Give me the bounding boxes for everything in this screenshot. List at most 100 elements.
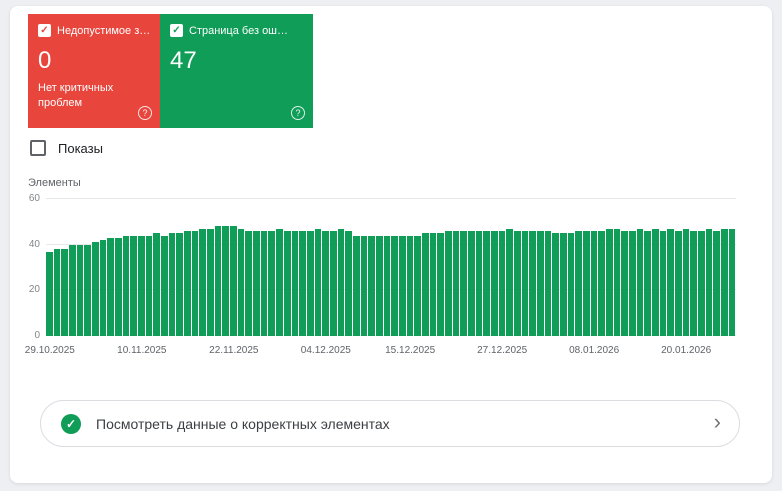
bar[interactable] <box>230 226 237 336</box>
bar[interactable] <box>161 235 168 336</box>
bar[interactable] <box>652 228 659 336</box>
bar[interactable] <box>337 228 345 336</box>
bar[interactable] <box>375 235 383 336</box>
bar[interactable] <box>383 235 391 336</box>
bar[interactable] <box>467 230 475 336</box>
bar[interactable] <box>276 228 283 336</box>
bar[interactable] <box>583 230 590 336</box>
bar[interactable] <box>529 230 536 336</box>
bar[interactable] <box>84 244 92 336</box>
bar[interactable] <box>145 235 153 336</box>
bar[interactable] <box>107 237 115 336</box>
help-icon[interactable]: ? <box>291 106 305 120</box>
bar[interactable] <box>345 230 352 336</box>
valid-status-card[interactable]: ✓ Страница без ош… 47 ? <box>160 14 313 128</box>
bar[interactable] <box>61 249 69 336</box>
valid-check-icon: ✓ <box>61 413 81 434</box>
bar[interactable] <box>253 230 260 336</box>
impressions-checkbox[interactable] <box>30 140 46 156</box>
bar[interactable] <box>690 230 698 336</box>
bar[interactable] <box>629 230 636 336</box>
bar[interactable] <box>590 230 598 336</box>
bar[interactable] <box>437 233 444 336</box>
bar[interactable] <box>76 244 84 336</box>
bar[interactable] <box>214 226 222 336</box>
bar[interactable] <box>567 233 575 336</box>
bar[interactable] <box>368 235 375 336</box>
bar[interactable] <box>728 228 736 336</box>
bar[interactable] <box>168 233 176 336</box>
bar[interactable] <box>636 228 644 336</box>
bar[interactable] <box>452 230 460 336</box>
bar[interactable] <box>199 228 207 336</box>
bar[interactable] <box>667 228 675 336</box>
bar[interactable] <box>460 230 467 336</box>
bar[interactable] <box>207 228 214 336</box>
bar[interactable] <box>506 228 513 336</box>
bar[interactable] <box>138 235 145 336</box>
bar[interactable] <box>598 230 606 336</box>
bar[interactable] <box>429 233 437 336</box>
bar[interactable] <box>360 235 368 336</box>
bar[interactable] <box>644 230 652 336</box>
bar[interactable] <box>291 230 299 336</box>
bar[interactable] <box>675 230 682 336</box>
bar[interactable] <box>115 237 122 336</box>
bar[interactable] <box>682 228 690 336</box>
bar[interactable] <box>414 235 421 336</box>
bar[interactable] <box>521 230 529 336</box>
bar[interactable] <box>329 230 337 336</box>
bar[interactable] <box>237 228 245 336</box>
bar[interactable] <box>69 244 76 336</box>
bar[interactable] <box>53 249 61 336</box>
bar[interactable] <box>406 235 414 336</box>
bar[interactable] <box>184 230 191 336</box>
bar[interactable] <box>513 230 521 336</box>
bar[interactable] <box>498 230 506 336</box>
bar[interactable] <box>260 230 268 336</box>
bar[interactable] <box>537 230 544 336</box>
help-icon[interactable]: ? <box>138 106 152 120</box>
bar[interactable] <box>544 230 552 336</box>
bar[interactable] <box>705 228 713 336</box>
bar[interactable] <box>552 233 560 336</box>
bar[interactable] <box>698 230 705 336</box>
bar[interactable] <box>268 230 276 336</box>
bar[interactable] <box>490 230 498 336</box>
bar[interactable] <box>222 226 230 336</box>
bar[interactable] <box>713 230 721 336</box>
bar[interactable] <box>475 230 483 336</box>
bar[interactable] <box>606 228 613 336</box>
bar[interactable] <box>721 228 728 336</box>
bar[interactable] <box>99 240 107 336</box>
bar[interactable] <box>621 230 629 336</box>
bar[interactable] <box>560 233 567 336</box>
bar[interactable] <box>421 233 429 336</box>
error-status-card[interactable]: ✓ Недопустимое з… 0 Нет критичных пробле… <box>28 14 160 128</box>
bar[interactable] <box>153 233 161 336</box>
error-filter-checkbox[interactable]: ✓ <box>38 24 51 37</box>
bar[interactable] <box>314 228 322 336</box>
bar[interactable] <box>176 233 184 336</box>
bar[interactable] <box>352 235 360 336</box>
bar[interactable] <box>613 228 621 336</box>
bar[interactable] <box>306 230 314 336</box>
impressions-toggle-row[interactable]: Показы <box>30 140 103 156</box>
bar[interactable] <box>130 235 138 336</box>
bar[interactable] <box>245 230 253 336</box>
bar[interactable] <box>483 230 490 336</box>
bar[interactable] <box>444 230 452 336</box>
bar[interactable] <box>283 230 291 336</box>
bar[interactable] <box>122 235 130 336</box>
bar[interactable] <box>659 230 667 336</box>
bar[interactable] <box>92 242 99 336</box>
bar[interactable] <box>46 251 53 336</box>
valid-filter-checkbox[interactable]: ✓ <box>170 24 183 37</box>
bar[interactable] <box>299 230 306 336</box>
view-valid-items-button[interactable]: ✓ Посмотреть данные о корректных элемент… <box>40 400 740 447</box>
bar[interactable] <box>391 235 398 336</box>
bar[interactable] <box>575 230 583 336</box>
bar[interactable] <box>191 230 199 336</box>
bar[interactable] <box>322 230 329 336</box>
bar[interactable] <box>398 235 406 336</box>
